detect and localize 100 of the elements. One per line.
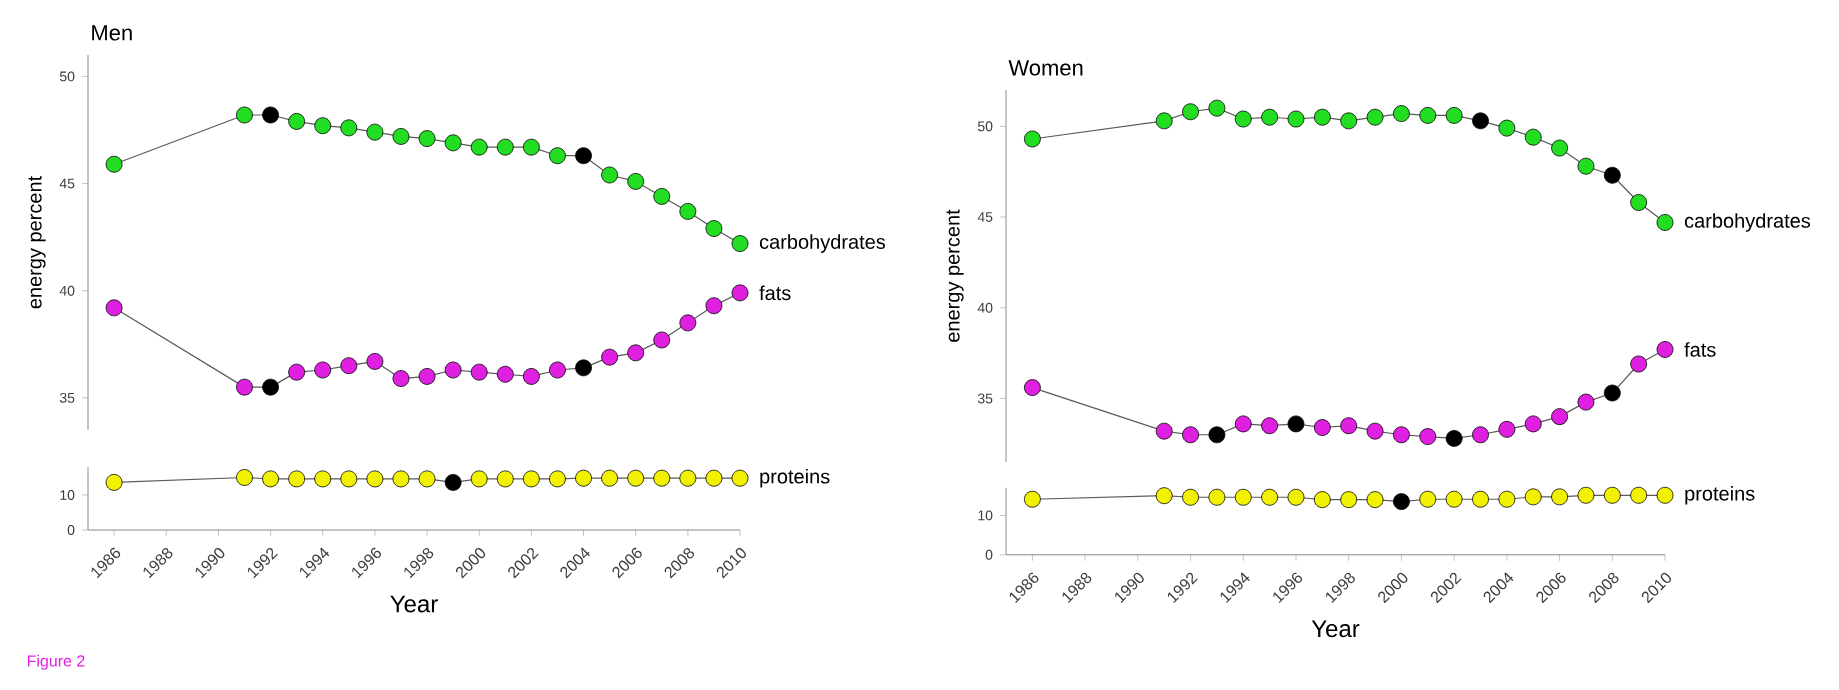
y-tick-label: 35 [977, 393, 993, 404]
point [1234, 415, 1252, 433]
point [1656, 486, 1674, 504]
point [575, 147, 592, 165]
point [1313, 419, 1331, 436]
series-label: carbohydrates [759, 234, 886, 253]
point [1155, 487, 1173, 505]
point [1340, 417, 1358, 435]
point [1472, 112, 1489, 130]
series-label: carbohydrates [1684, 213, 1811, 232]
point [1551, 408, 1568, 426]
point [1393, 105, 1410, 122]
y-tick-label: 50 [977, 121, 993, 132]
point [575, 359, 592, 377]
point [522, 138, 540, 156]
point [444, 134, 462, 152]
point [1023, 130, 1041, 148]
point [1313, 108, 1331, 126]
point [1023, 490, 1041, 508]
point [1603, 486, 1621, 504]
point [1498, 420, 1516, 438]
point [1524, 488, 1542, 506]
point [1445, 430, 1463, 447]
point [601, 166, 619, 184]
point [1445, 490, 1463, 508]
point [1524, 415, 1542, 433]
point [340, 119, 358, 137]
point [314, 117, 332, 135]
point [1498, 490, 1516, 508]
x-axis-title: Year [390, 595, 438, 613]
point [418, 130, 436, 147]
series-label: proteins [760, 468, 830, 488]
point [1419, 428, 1437, 445]
point [366, 123, 384, 141]
point [496, 138, 514, 156]
point [1419, 490, 1437, 508]
point [653, 188, 671, 205]
point [1287, 488, 1305, 506]
point [1551, 488, 1568, 506]
series-label: fats [759, 285, 791, 301]
point [1261, 108, 1279, 126]
point [1630, 355, 1648, 373]
point [392, 370, 410, 387]
caption: Figure 2 [27, 654, 85, 670]
y-tick-label: 35 [59, 392, 75, 403]
point [1366, 422, 1384, 440]
point [1208, 426, 1226, 444]
point [1182, 103, 1199, 121]
point [236, 378, 253, 396]
series-label: fats [1684, 342, 1716, 357]
point [1208, 99, 1226, 117]
point [1182, 488, 1199, 506]
point [496, 365, 514, 383]
point [1313, 491, 1331, 509]
point [1524, 128, 1542, 146]
point [1445, 106, 1463, 124]
x-axis-title: Year [1311, 620, 1360, 638]
point [627, 173, 645, 190]
point [1261, 417, 1279, 435]
point [1234, 488, 1252, 506]
point [1630, 486, 1648, 504]
point [418, 368, 436, 385]
point [549, 147, 566, 165]
point [1656, 341, 1674, 358]
y-tick-label: 40 [59, 285, 75, 296]
point [1155, 112, 1173, 130]
point [1630, 194, 1648, 211]
point [549, 361, 566, 379]
y-tick-label: 45 [59, 178, 75, 189]
point [522, 368, 540, 385]
point [1498, 119, 1516, 137]
y-axis-title: energy percent [946, 209, 964, 342]
point [470, 363, 488, 381]
point [262, 378, 279, 396]
point [1551, 139, 1568, 157]
point [1419, 106, 1437, 124]
point [340, 357, 358, 375]
point [1393, 426, 1410, 444]
point [1472, 426, 1489, 444]
point [262, 106, 279, 124]
point [1577, 157, 1595, 175]
y-tick-label: 50 [59, 71, 75, 82]
point [1287, 415, 1305, 433]
point [679, 203, 697, 220]
y-tick-label: 45 [977, 212, 993, 222]
y-tick-label: 10 [978, 510, 993, 521]
point [731, 284, 749, 302]
point [288, 113, 306, 130]
chart-title: Men [92, 25, 132, 41]
point [470, 138, 488, 156]
y-tick-label: 0 [985, 549, 993, 560]
point [1603, 166, 1621, 184]
point [288, 363, 306, 381]
series-label: proteins [1685, 485, 1755, 505]
point [105, 299, 123, 317]
point [1366, 491, 1384, 509]
point [1656, 214, 1674, 231]
point [105, 155, 123, 173]
point [366, 353, 384, 370]
point [1023, 379, 1041, 396]
